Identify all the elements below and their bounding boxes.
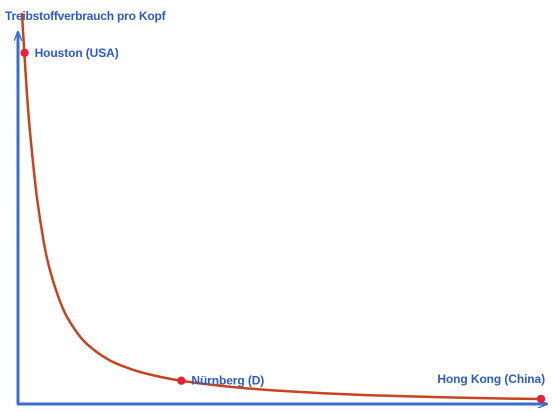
city-marker xyxy=(20,48,29,57)
city-label: Hong Kong (China) xyxy=(437,372,545,386)
city-label: Houston (USA) xyxy=(35,46,119,60)
city-label: Nürnberg (D) xyxy=(191,374,264,388)
city-marker xyxy=(177,376,186,385)
city-points: Houston (USA) Nürnberg (D) Hong Kong (Chin… xyxy=(20,46,546,404)
y-axis-title: Treibstoffverbrauch pro Kopf xyxy=(5,9,167,23)
consumption-curve xyxy=(20,12,543,401)
city-marker xyxy=(536,394,546,404)
